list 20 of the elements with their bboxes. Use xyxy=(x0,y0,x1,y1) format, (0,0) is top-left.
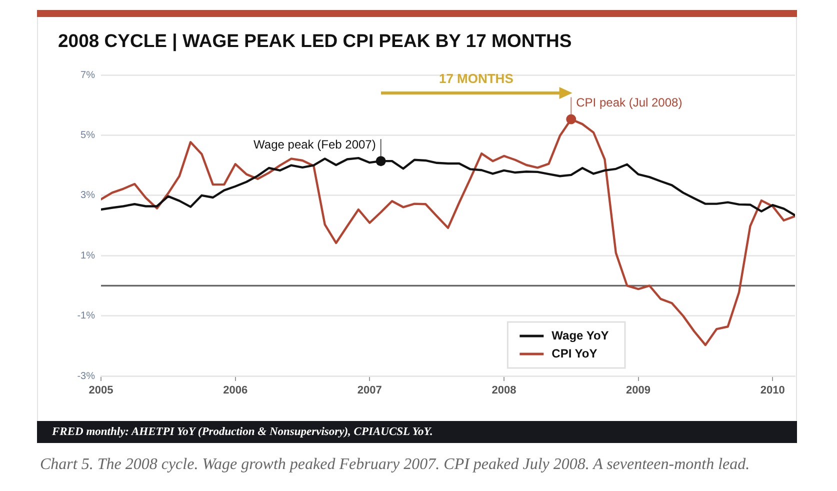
y-tick-label: 1% xyxy=(80,250,96,262)
y-tick-label: 5% xyxy=(80,130,96,141)
text: FRED monthly: AHETPI YoY (Production & Nonsupervisory), CPIAUCSL YoY. xyxy=(52,425,433,439)
legend-label: CPI YoY xyxy=(552,346,598,360)
caption: Chart 5. The 2008 cycle. Wage growth peaked February 2007. CPI peaked July 2008. A seventeen-month lead. xyxy=(40,455,750,474)
x-tick-label: 2010 xyxy=(760,384,785,397)
x-tick-label: 2008 xyxy=(492,384,516,397)
y-tick-label: 7% xyxy=(80,70,96,81)
annotation: Wage peak (Feb 2007) xyxy=(254,137,376,152)
y-tick-label: -1% xyxy=(77,310,96,322)
x-tick-label: 2005 xyxy=(88,384,114,397)
x-tick-label: 2007 xyxy=(357,384,382,397)
x-tick-label: 2009 xyxy=(626,384,651,397)
legend-label: Wage YoY xyxy=(552,328,609,342)
x-tick-label: 2006 xyxy=(223,384,248,397)
annotation: 17 MONTHS xyxy=(438,71,514,86)
y-tick-label: 3% xyxy=(80,190,96,202)
y-tick-label: -3% xyxy=(77,370,96,382)
chart-title: 2008 CYCLE | WAGE PEAK LED CPI PEAK BY 17 MONTHS xyxy=(58,30,572,52)
annotation: CPI peak (Jul 2008) xyxy=(576,96,682,110)
